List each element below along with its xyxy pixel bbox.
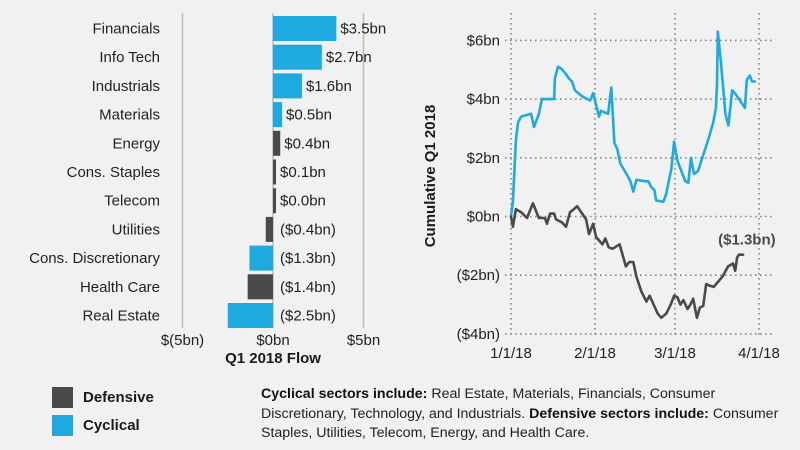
bar-value-label: $0.1bn	[280, 164, 326, 181]
line-y-tick-label: $4bn	[467, 91, 500, 108]
line-y-tick-label: $0bn	[467, 209, 500, 226]
bar-value-label: ($1.4bn)	[280, 279, 336, 296]
line-x-tick-label: 4/1/18	[738, 345, 780, 362]
bar-category-label: Telecom	[104, 193, 160, 210]
cumulative-flow-line-chart: $6bn $4bn $2bn $0bn ($2bn) ($4bn) 1/1/18 2/1/18…	[422, 13, 780, 362]
line-y-tick-label: ($2bn)	[457, 267, 500, 284]
bar-value-label: ($0.4bn)	[280, 221, 336, 238]
line-x-tick-label: 1/1/18	[490, 345, 532, 362]
bar-value-label: $0.0bn	[280, 193, 326, 210]
bar-value-label: $0.5bn	[286, 107, 332, 124]
defensive-text: Consumer Staples, Utilities, Telecom, En…	[261, 405, 779, 442]
bar-info-tech	[273, 44, 322, 70]
bar-category-label: Materials	[99, 107, 160, 124]
end-value-annotation: ($1.3bn)	[718, 232, 776, 249]
line-y-tick-label: $6bn	[467, 32, 500, 49]
line-series-cyclical	[509, 30, 757, 218]
bar-utilities	[265, 216, 273, 242]
bar-value-label: $3.5bn	[340, 21, 386, 38]
line-x-tick-label: 2/1/18	[574, 345, 616, 362]
bar-materials	[273, 102, 283, 128]
bar-energy	[273, 130, 281, 156]
legend-swatch-cyclical	[52, 414, 73, 436]
bar-telecom	[273, 188, 276, 214]
bar-real-estate	[227, 303, 273, 328]
legend-label-cyclical: Cyclical	[83, 416, 140, 434]
sector-definitions-note: Cyclical sectors include: Real Estate, M…	[261, 385, 800, 444]
bar-category-label: Energy	[112, 135, 160, 152]
bar-x-axis-title: Q1 2018 Flow	[225, 350, 321, 367]
bar-category-label: Utilities	[112, 221, 160, 238]
line-y-tick-label: ($4bn)	[457, 326, 500, 343]
bar-health-care	[247, 274, 273, 300]
bar-category-label: Info Tech	[99, 49, 160, 66]
sector-flow-bar-chart: $(5bn) $0bn $5bn Q1 2018 Flow Financials $3.5…	[29, 13, 386, 367]
bar-x-tick-label: $(5bn)	[161, 332, 204, 349]
defensive-heading: Defensive sectors include:	[529, 405, 709, 422]
line-y-tick-label: $2bn	[467, 150, 500, 167]
legend-label-defensive: Defensive	[83, 388, 154, 406]
legend-swatch-defensive	[52, 386, 73, 408]
bar-value-label: $0.4bn	[284, 135, 330, 152]
bar-category-label: Cons. Discretionary	[29, 250, 160, 267]
bar-financials	[273, 16, 337, 41]
bar-industrials	[273, 73, 302, 99]
bar-category-label: Financials	[92, 21, 160, 38]
bar-category-label: Industrials	[92, 78, 160, 95]
line-y-axis-title: Cumulative Q1 2018	[422, 105, 439, 248]
bar-category-label: Health Care	[80, 279, 160, 296]
line-series-defensive	[509, 202, 745, 320]
line-x-tick-label: 3/1/18	[654, 345, 696, 362]
bar-value-label: ($2.5bn)	[280, 308, 336, 325]
bar-value-label: ($1.3bn)	[280, 250, 336, 267]
legend: Defensive Cyclical	[52, 383, 154, 439]
legend-item-cyclical: Cyclical	[52, 411, 154, 439]
cyclical-text: Real Estate, Materials, Financials, Cons…	[261, 386, 716, 422]
bar-cons-staples	[273, 159, 276, 185]
bar-x-tick-label: $5bn	[347, 332, 380, 349]
bar-x-tick-label: $0bn	[256, 332, 289, 349]
legend-item-defensive: Defensive	[52, 383, 154, 411]
bar-value-label: $2.7bn	[326, 49, 372, 66]
bar-value-label: $1.6bn	[306, 78, 352, 95]
cyclical-heading: Cyclical sectors include:	[261, 386, 428, 402]
bar-category-label: Real Estate	[82, 308, 160, 325]
bar-cons-discretionary	[249, 245, 273, 271]
bar-category-label: Cons. Staples	[67, 164, 160, 181]
